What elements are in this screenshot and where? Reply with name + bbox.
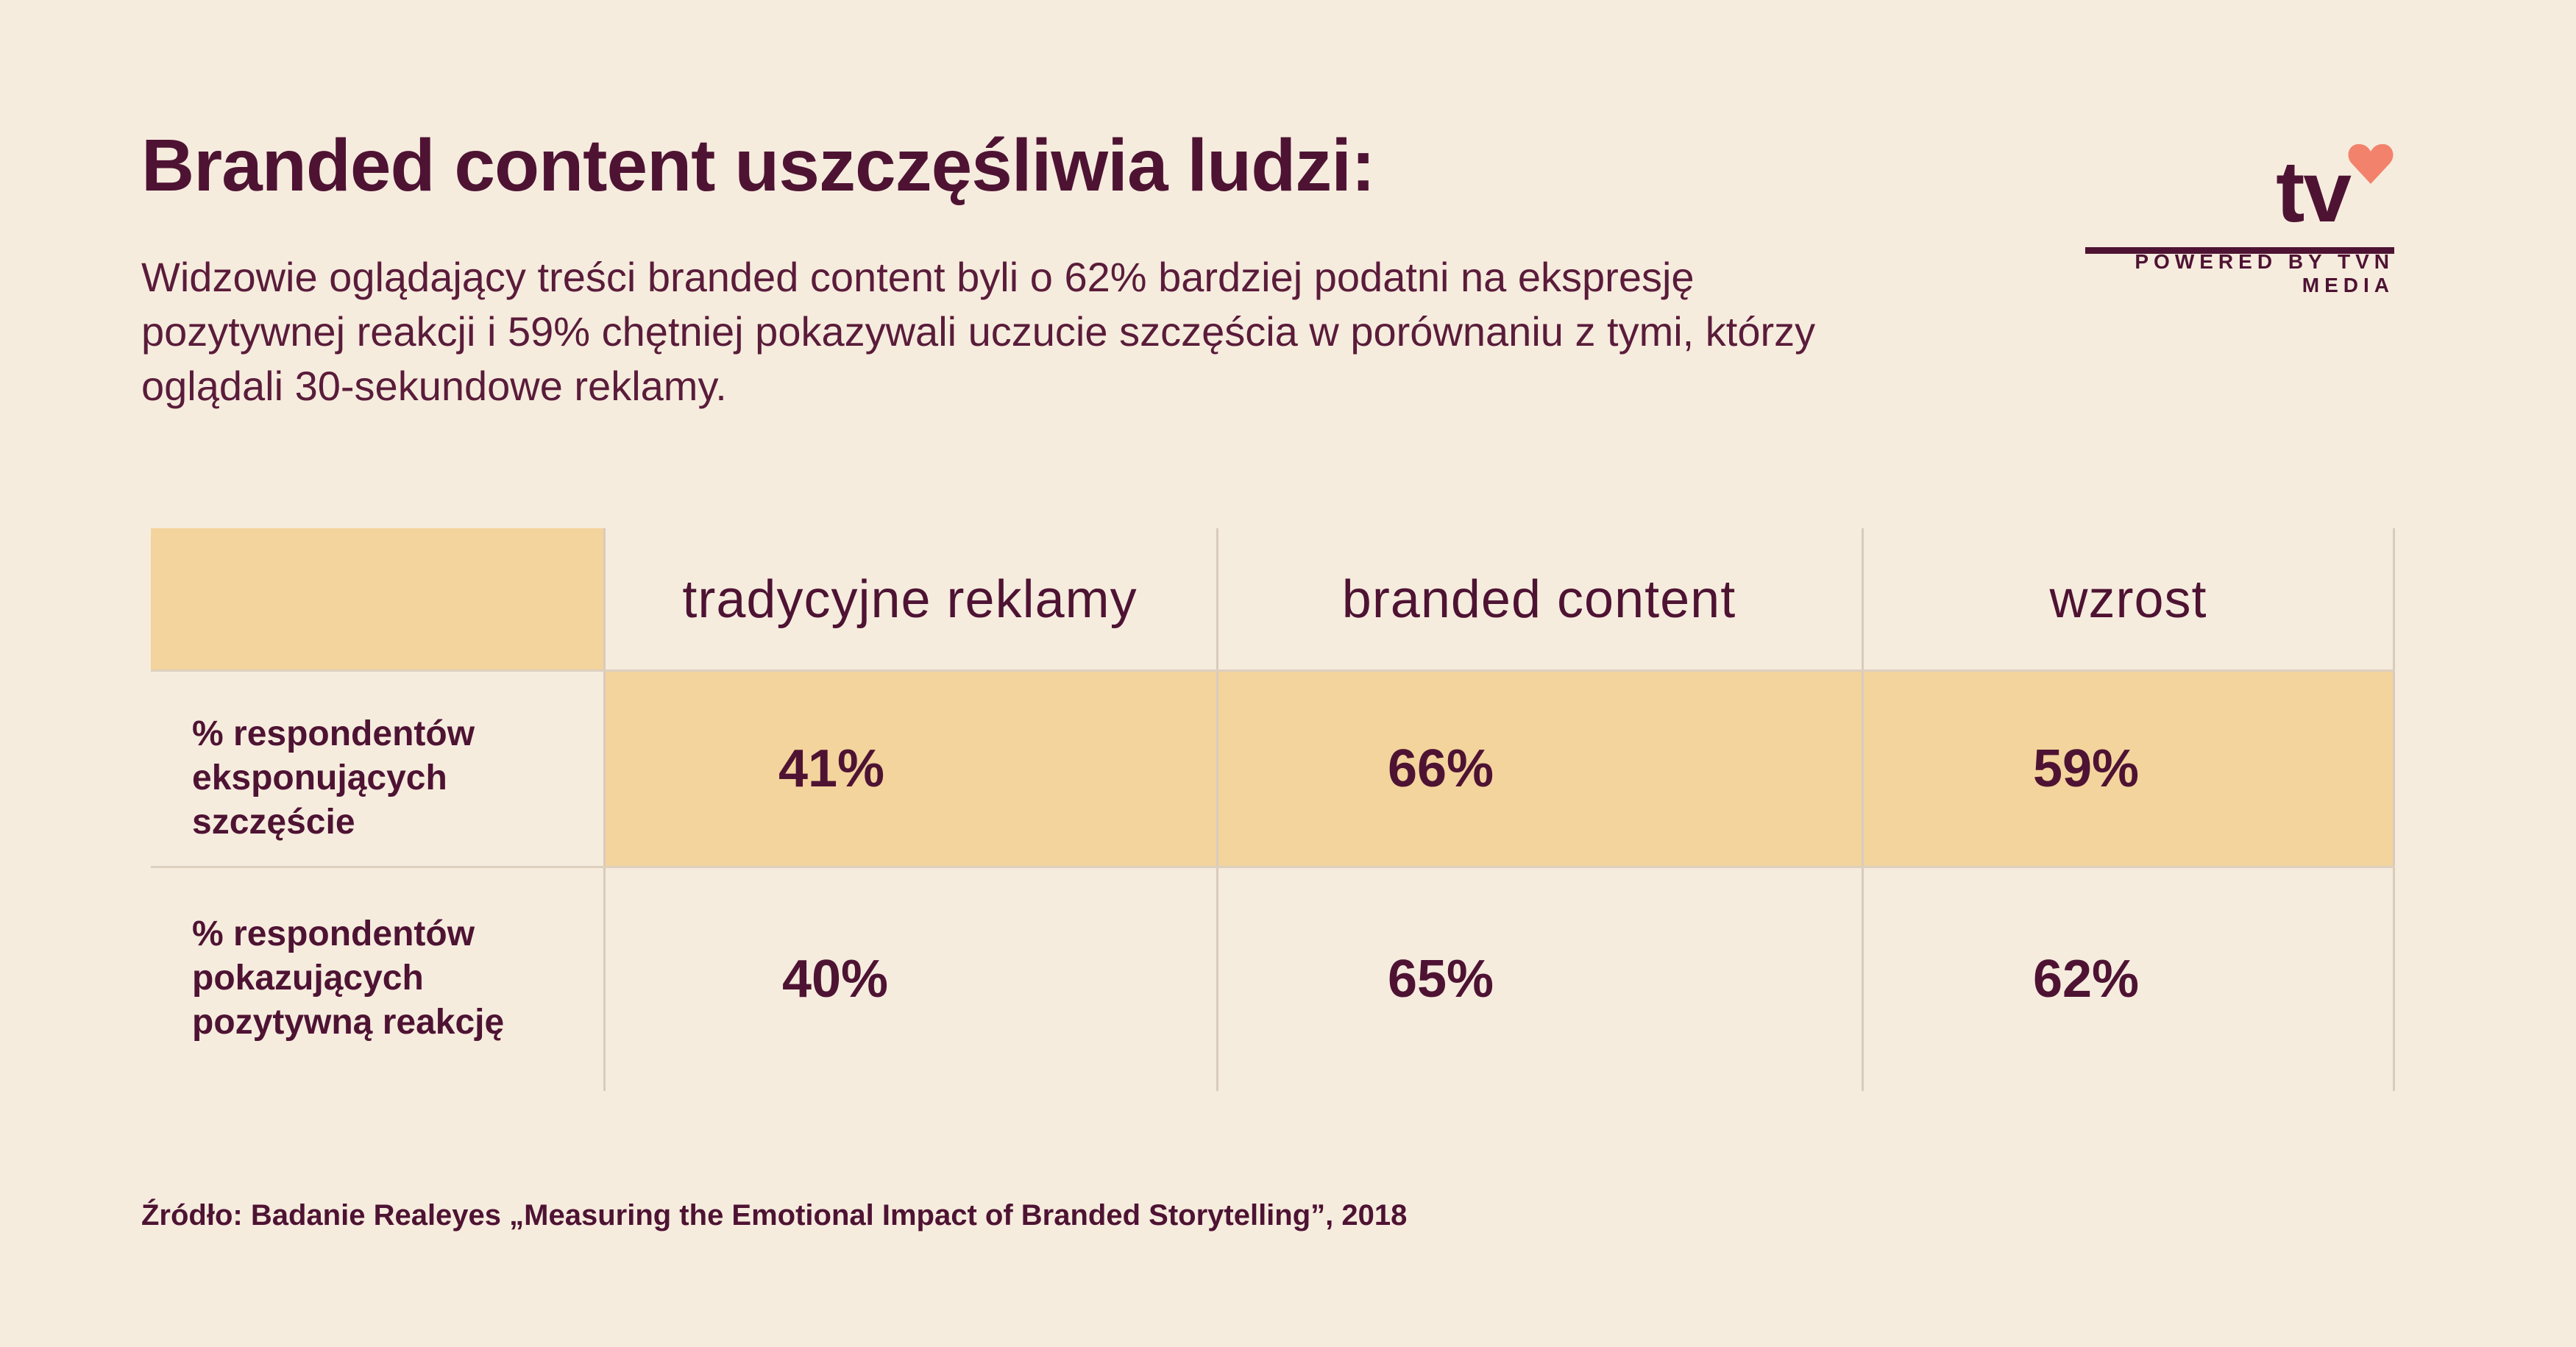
heart-icon bbox=[2348, 143, 2394, 184]
table-value: 62% bbox=[2032, 950, 2140, 1009]
source-note: Źródło: Badanie Realeyes „Measuring the … bbox=[141, 1199, 1408, 1232]
column-divider bbox=[1216, 528, 1218, 1091]
logo-divider bbox=[2085, 247, 2394, 254]
highlighted-row-background bbox=[603, 670, 2395, 867]
column-header: wzrost bbox=[2049, 569, 2207, 629]
row-divider bbox=[151, 866, 2395, 868]
table-value: 59% bbox=[2032, 739, 2140, 798]
table-corner-cell bbox=[151, 528, 603, 670]
tvn-logo: tv POWERED BY TVN MEDIA bbox=[2085, 137, 2394, 306]
column-divider bbox=[1862, 528, 1864, 1091]
page-title: Branded content uszczęśliwia ludzi: bbox=[141, 124, 1375, 207]
table-value: 65% bbox=[1387, 950, 1494, 1009]
row-label: % respondentów eksponujących szczęście bbox=[192, 714, 475, 842]
logo-caption: POWERED BY TVN MEDIA bbox=[2135, 250, 2394, 296]
table-value: 41% bbox=[778, 739, 885, 798]
column-header: tradycyjne reklamy bbox=[682, 569, 1138, 629]
row-label: % respondentów pokazujących pozytywną re… bbox=[192, 914, 505, 1042]
logo-text: tv bbox=[2276, 143, 2352, 241]
column-divider bbox=[603, 528, 606, 1091]
page-subtitle: Widzowie oglądający treści branded conte… bbox=[141, 254, 1816, 409]
table-value: 40% bbox=[781, 950, 889, 1009]
column-header: branded content bbox=[1341, 569, 1736, 629]
table-value: 66% bbox=[1387, 739, 1494, 798]
row-divider bbox=[151, 669, 2395, 672]
comparison-table: tradycyjne reklamy branded content wzros… bbox=[151, 528, 2395, 1091]
column-divider bbox=[2393, 528, 2395, 1091]
